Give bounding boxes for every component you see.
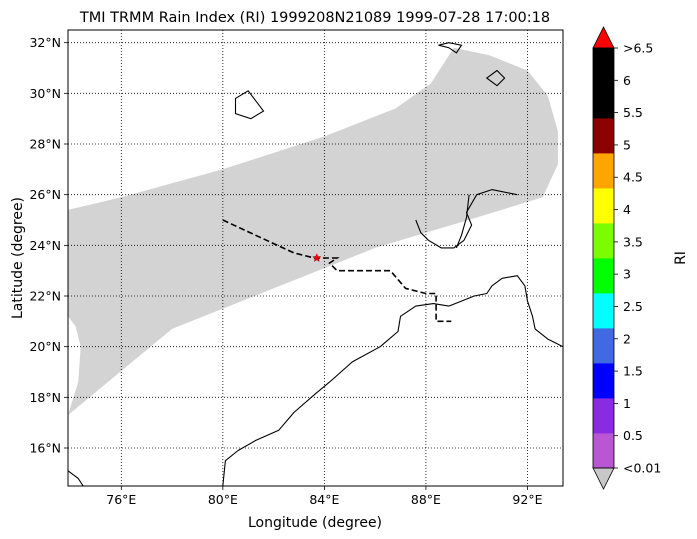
colorbar-tick-label: 2 [623, 331, 631, 346]
colorbar-bin [593, 48, 614, 84]
colorbar-bin [593, 433, 614, 469]
coastline [222, 275, 563, 486]
colorbar-frame [592, 47, 615, 469]
colorbar-bin [593, 328, 614, 364]
x-axis-ticks: 76°E 80°E 84°E 88°E 92°E [106, 486, 543, 507]
colorbar-label: RI [673, 251, 689, 265]
map-frame [67, 29, 564, 487]
island-outline [485, 69, 506, 87]
coastline [415, 189, 518, 249]
coastlines [68, 42, 563, 486]
y-axis-ticks: 16°N 18°N 20°N 22°N 24°N 26°N 28°N 30°N 32°N [29, 35, 68, 456]
colorbar-tick-label: 4.5 [623, 170, 643, 185]
colorbar-over-arrow [592, 26, 615, 49]
y-tick-label: 20°N [29, 339, 61, 354]
swath-polygon [68, 47, 558, 416]
y-tick-label: 18°N [29, 390, 61, 405]
storm-track-layer [222, 219, 452, 323]
y-axis-label: Latitude (degree) [10, 197, 26, 319]
colorbar-tick-label: 3 [623, 267, 631, 282]
map-title: TMI TRMM Rain Index (RI) 1999208N21089 1… [79, 10, 550, 26]
colorbar-bin [593, 153, 614, 189]
island-outline [234, 90, 265, 120]
colorbar-under-arrow [592, 467, 615, 490]
y-tick-label: 32°N [29, 35, 61, 50]
colorbar-bin [593, 223, 614, 259]
colorbar-tick-label: 4 [623, 202, 631, 217]
colorbar-bin [593, 83, 614, 119]
y-tick-label: 26°N [29, 187, 61, 202]
y-tick-label: 24°N [29, 238, 61, 253]
colorbar-bin [593, 363, 614, 399]
swath-layer [68, 47, 558, 416]
y-tick-label: 22°N [29, 289, 61, 304]
storm-center-star-marker [312, 253, 322, 262]
colorbar-bin [593, 188, 614, 224]
y-tick-label: 28°N [29, 137, 61, 152]
colorbar-bin [593, 398, 614, 434]
y-tick-label: 30°N [29, 86, 61, 101]
x-tick-label: 84°E [309, 492, 339, 507]
colorbar-tick-label: <0.01 [623, 461, 661, 476]
coastline [68, 470, 84, 486]
colorbar-tick-label: 5 [623, 137, 631, 152]
x-tick-label: 76°E [106, 492, 136, 507]
x-tick-label: 80°E [208, 492, 238, 507]
x-axis-label: Longitude (degree) [248, 515, 382, 531]
colorbar-tick-label: >6.5 [623, 41, 653, 56]
colorbar-tick-label: 0.5 [623, 428, 643, 443]
colorbar-tick-label: 5.5 [623, 105, 643, 120]
colorbar-bins [593, 48, 614, 469]
colorbar-bin [593, 293, 614, 329]
y-tick-label: 16°N [29, 441, 61, 456]
colorbar-bin [593, 258, 614, 294]
colorbar-tick-label: 2.5 [623, 299, 643, 314]
colorbar-ticks: <0.01 0.5 1 1.5 2 2.5 3 3.5 4 4.5 5 5.5 6 >6.5 [614, 41, 661, 476]
colorbar-tick-label: 1.5 [623, 364, 643, 379]
colorbar-tick-label: 3.5 [623, 234, 643, 249]
colorbar: <0.01 0.5 1 1.5 2 2.5 3 3.5 4 4.5 5 5.5 6 >6.5 RI [592, 26, 689, 490]
island-outline [438, 42, 463, 54]
x-tick-label: 88°E [411, 492, 441, 507]
colorbar-bin [593, 118, 614, 154]
coastline [455, 194, 470, 249]
map-area [67, 29, 564, 487]
colorbar-tick-label: 6 [623, 73, 631, 88]
x-tick-label: 92°E [512, 492, 542, 507]
colorbar-tick-label: 1 [623, 396, 631, 411]
